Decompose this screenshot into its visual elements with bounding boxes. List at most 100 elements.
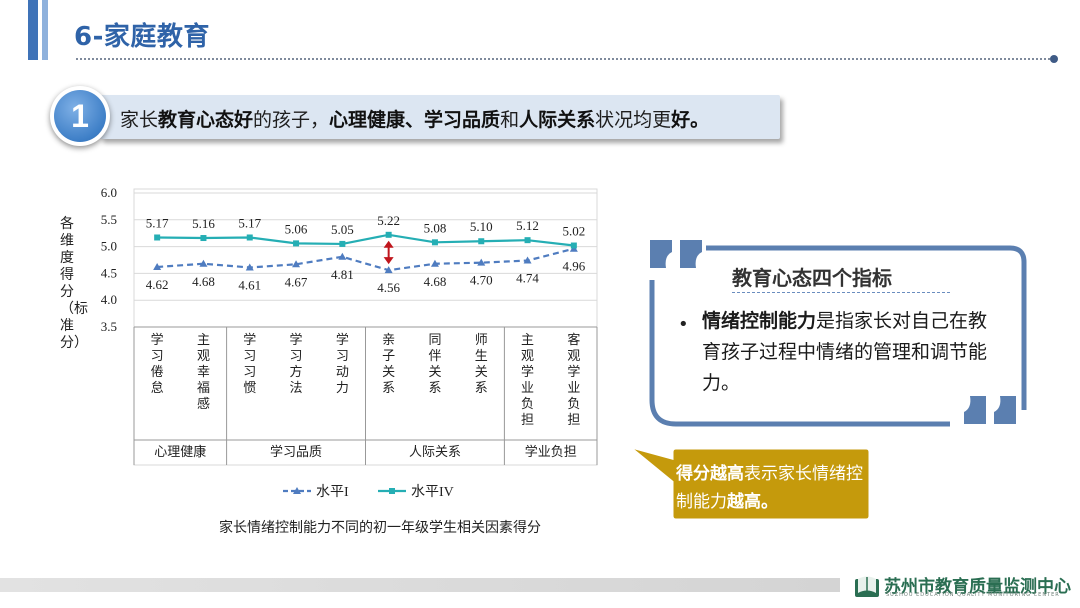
logo-subtitle: SUZHOU EDUCATION QUALITY MONITORING CENT… — [886, 592, 1060, 598]
data-label: 4.70 — [470, 273, 493, 288]
callout-text: 得分越高表示家长情绪控制能力越高。 — [676, 460, 866, 516]
x-tick-label: 主观学业负担 — [521, 333, 534, 428]
y-tick-label: 5.0 — [101, 239, 117, 254]
group-label: 心理健康 — [154, 444, 206, 460]
x-tick-label: 学习倦怠 — [151, 332, 164, 396]
x-tick-label: 学习习惯 — [243, 332, 256, 396]
x-tick-label: 主观幸福感 — [197, 333, 210, 412]
close-quote-mark-0 — [964, 396, 986, 424]
key-point-part-4: 和 — [500, 109, 520, 131]
panel-body-term: 情绪控制能力 — [702, 310, 817, 332]
data-label: 4.74 — [516, 271, 539, 286]
panel-body-definition: 是指家长对自己在教育孩子过程中情绪的管理和调节能力。 — [702, 310, 988, 394]
legend-label: 水平I — [316, 484, 349, 500]
data-label: 4.68 — [192, 274, 215, 289]
key-point-banner — [100, 95, 780, 139]
data-label: 5.12 — [516, 218, 539, 233]
x-tick-label: 客观学业负担 — [567, 332, 580, 428]
data-label: 5.05 — [331, 222, 354, 237]
key-point-part-0: 家长 — [120, 109, 159, 131]
y-tick-label: 3.5 — [101, 319, 117, 334]
series-point — [339, 240, 346, 247]
legend-marker — [293, 487, 301, 494]
y-tick-label: 5.5 — [101, 212, 117, 227]
group-label: 学业负担 — [525, 444, 577, 460]
header-accent-bar-light — [42, 0, 48, 60]
key-point-part-5: 人际关系 — [519, 109, 596, 131]
data-label: 5.16 — [192, 216, 215, 231]
logo-book-icon — [855, 576, 879, 597]
footer-strip — [0, 578, 840, 592]
series-point — [431, 239, 438, 246]
y-tick-label: 6.0 — [101, 185, 117, 200]
series-point — [477, 258, 486, 266]
callout-bubble — [627, 444, 872, 522]
x-tick-label: 学习动力 — [336, 332, 349, 396]
callout-part-2: 越高。 — [727, 492, 778, 512]
key-point-part-1: 教育心态好 — [158, 109, 254, 131]
callout-part-0: 得分越高 — [676, 464, 744, 484]
series-point — [292, 260, 301, 268]
data-label: 5.17 — [238, 215, 261, 230]
series-point — [200, 235, 207, 242]
group-label: 人际关系 — [409, 445, 461, 460]
y-tick-label: 4.0 — [101, 292, 117, 307]
panel-title: 教育心态四个指标 — [732, 266, 892, 290]
panel-bullet: • — [678, 314, 689, 335]
header-accent-bar — [28, 0, 38, 60]
data-label: 5.17 — [146, 215, 169, 230]
series-point — [153, 262, 162, 270]
point-number: 1 — [54, 90, 106, 142]
series-point — [154, 234, 161, 241]
x-tick-label: 亲子关系 — [382, 333, 395, 396]
series-point — [293, 240, 300, 247]
data-label: 4.56 — [377, 280, 400, 295]
data-label: 5.10 — [470, 219, 493, 234]
data-label: 5.08 — [424, 220, 447, 235]
data-label: 5.06 — [285, 221, 308, 236]
data-label: 4.68 — [424, 274, 447, 289]
open-quote-mark-0 — [650, 240, 672, 268]
y-tick-label: 4.5 — [101, 265, 117, 280]
series-point — [245, 263, 254, 271]
series-point — [430, 259, 439, 267]
group-label: 学习品质 — [270, 444, 322, 460]
series-line-0 — [157, 247, 575, 272]
key-point-part-7: 好。 — [671, 109, 710, 131]
series-point — [524, 237, 531, 244]
key-point-text: 家长教育心态好的孩子，心理健康、学习品质和人际关系状况均更好。 — [120, 105, 709, 132]
series-point — [246, 234, 253, 241]
data-label: 5.02 — [562, 224, 585, 239]
panel-body: 情绪控制能力是指家长对自己在教育孩子过程中情绪的管理和调节能力。 — [702, 306, 1002, 399]
x-tick-label: 同伴关系 — [428, 333, 441, 396]
series-point — [385, 231, 392, 238]
panel-title-underline — [732, 292, 950, 293]
open-quote-mark-1 — [680, 240, 702, 268]
legend-marker — [389, 488, 395, 494]
key-point-part-2: 的孩子， — [253, 109, 330, 131]
header-divider — [76, 58, 1054, 60]
close-quote-mark-1 — [994, 396, 1016, 424]
series-point — [478, 238, 485, 245]
key-point-part-6: 状况均更 — [595, 109, 672, 131]
callout-part-1: 表示家长情绪控制能力 — [676, 464, 863, 512]
data-label: 4.96 — [562, 259, 585, 274]
series-point — [523, 256, 532, 264]
data-label: 5.22 — [377, 213, 400, 228]
series-point — [338, 252, 347, 260]
key-point-part-3: 心理健康、学习品质 — [329, 109, 501, 131]
data-label: 4.81 — [331, 267, 354, 282]
x-tick-label: 学习方法 — [290, 332, 303, 396]
panel-frame-bottom-left — [649, 280, 950, 427]
divider-end-dot — [1050, 55, 1058, 63]
highlight-arrow-head-down — [383, 257, 394, 265]
page-title: 6-家庭教育 — [74, 22, 210, 52]
series-point — [384, 266, 393, 274]
highlight-arrow-head-up — [383, 240, 394, 248]
series-line-1 — [157, 233, 574, 247]
series-point — [199, 259, 208, 267]
panel-frame-top-right — [706, 245, 1027, 410]
series-point — [570, 242, 577, 249]
chart-caption: 家长情绪控制能力不同的初一年级学生相关因素得分 — [219, 519, 541, 536]
